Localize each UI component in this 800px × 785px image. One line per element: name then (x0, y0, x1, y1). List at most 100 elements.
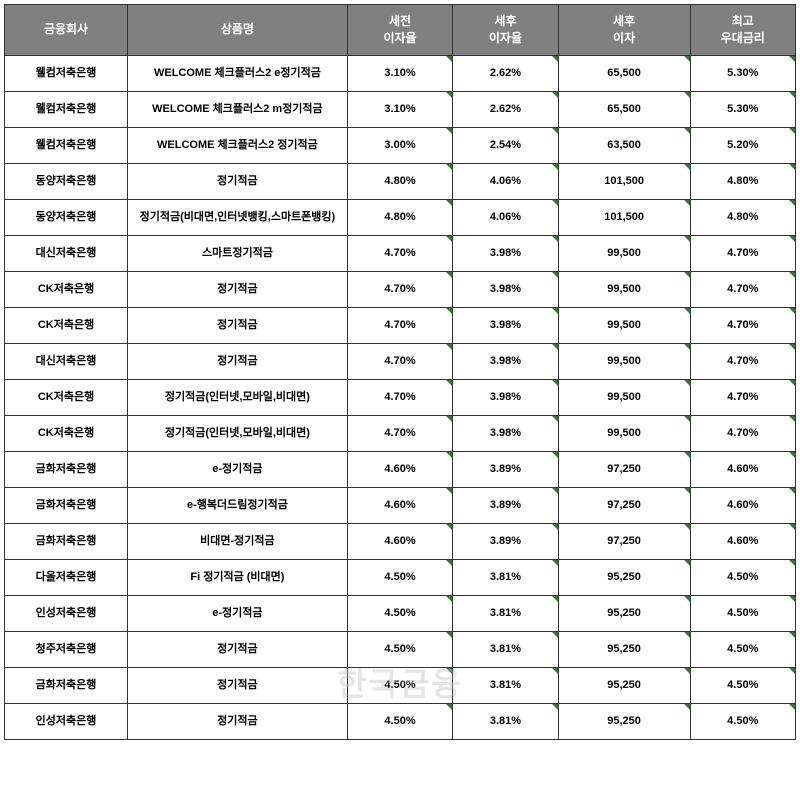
table-cell: 4.50% (690, 631, 795, 667)
table-cell: 정기적금 (128, 703, 348, 739)
table-cell: 3.81% (453, 703, 558, 739)
table-row: 동양저축은행정기적금4.80%4.06%101,5004.80% (5, 163, 796, 199)
table-row: 금화저축은행비대면-정기적금4.60%3.89%97,2504.60% (5, 523, 796, 559)
table-cell: 정기적금 (128, 343, 348, 379)
table-cell: 4.70% (347, 379, 452, 415)
table-cell: 인성저축은행 (5, 703, 128, 739)
table-cell: 65,500 (558, 55, 690, 91)
table-cell: 동양저축은행 (5, 163, 128, 199)
table-cell: 4.60% (690, 523, 795, 559)
table-cell: CK저축은행 (5, 307, 128, 343)
table-cell: 4.50% (347, 667, 452, 703)
table-row: 인성저축은행e-정기적금4.50%3.81%95,2504.50% (5, 595, 796, 631)
table-cell: 정기적금(비대면,인터넷뱅킹,스마트폰뱅킹) (128, 199, 348, 235)
table-cell: 4.70% (347, 235, 452, 271)
table-cell: 인성저축은행 (5, 595, 128, 631)
table-cell: e-행복더드림정기적금 (128, 487, 348, 523)
table-cell: 4.60% (690, 487, 795, 523)
table-cell: 4.50% (690, 559, 795, 595)
table-row: 인성저축은행정기적금4.50%3.81%95,2504.50% (5, 703, 796, 739)
table-cell: 다올저축은행 (5, 559, 128, 595)
table-cell: 97,250 (558, 487, 690, 523)
table-cell: 3.98% (453, 343, 558, 379)
table-cell: 정기적금 (128, 667, 348, 703)
table-cell: 금화저축은행 (5, 487, 128, 523)
savings-rate-table: 금융회사상품명세전이자율세후이자율세후이자최고우대금리 웰컴저축은행WELCOM… (4, 4, 796, 740)
table-cell: 4.50% (690, 703, 795, 739)
table-cell: 4.50% (347, 595, 452, 631)
table-cell: 정기적금 (128, 163, 348, 199)
table-cell: CK저축은행 (5, 379, 128, 415)
table-cell: 3.00% (347, 127, 452, 163)
table-cell: 웰컴저축은행 (5, 127, 128, 163)
table-cell: 금화저축은행 (5, 667, 128, 703)
table-cell: 4.80% (690, 163, 795, 199)
table-cell: 정기적금 (128, 631, 348, 667)
table-cell: 4.70% (347, 415, 452, 451)
table-cell: 4.70% (347, 307, 452, 343)
table-header: 금융회사상품명세전이자율세후이자율세후이자최고우대금리 (5, 5, 796, 56)
table-cell: 4.50% (347, 703, 452, 739)
column-header: 최고우대금리 (690, 5, 795, 56)
table-cell: 정기적금(인터넷,모바일,비대면) (128, 379, 348, 415)
table-cell: 95,250 (558, 667, 690, 703)
table-cell: 99,500 (558, 415, 690, 451)
table-cell: 99,500 (558, 343, 690, 379)
table-cell: 3.98% (453, 271, 558, 307)
table-cell: 4.70% (690, 379, 795, 415)
table-cell: 99,500 (558, 379, 690, 415)
table-cell: 97,250 (558, 451, 690, 487)
table-row: CK저축은행정기적금4.70%3.98%99,5004.70% (5, 271, 796, 307)
table-cell: 2.54% (453, 127, 558, 163)
table-cell: 99,500 (558, 235, 690, 271)
table-cell: 3.10% (347, 55, 452, 91)
table-row: 웰컴저축은행WELCOME 체크플러스2 e정기적금3.10%2.62%65,5… (5, 55, 796, 91)
table-row: 대신저축은행정기적금4.70%3.98%99,5004.70% (5, 343, 796, 379)
table-cell: 4.70% (690, 271, 795, 307)
table-cell: 정기적금(인터넷,모바일,비대면) (128, 415, 348, 451)
table-cell: 5.30% (690, 55, 795, 91)
table-cell: Fi 정기적금 (비대면) (128, 559, 348, 595)
table-row: 대신저축은행스마트정기적금4.70%3.98%99,5004.70% (5, 235, 796, 271)
table-cell: 95,250 (558, 703, 690, 739)
table-cell: 4.50% (347, 559, 452, 595)
table-cell: 3.98% (453, 379, 558, 415)
table-cell: 대신저축은행 (5, 343, 128, 379)
table-cell: 금화저축은행 (5, 523, 128, 559)
table-cell: 4.06% (453, 199, 558, 235)
table-cell: 2.62% (453, 55, 558, 91)
table-cell: 3.89% (453, 451, 558, 487)
table-body: 웰컴저축은행WELCOME 체크플러스2 e정기적금3.10%2.62%65,5… (5, 55, 796, 739)
table-row: 금화저축은행e-정기적금4.60%3.89%97,2504.60% (5, 451, 796, 487)
table-cell: 101,500 (558, 163, 690, 199)
table-cell: 정기적금 (128, 271, 348, 307)
table-cell: 대신저축은행 (5, 235, 128, 271)
table-cell: 3.81% (453, 559, 558, 595)
table-cell: 4.60% (690, 451, 795, 487)
table-cell: 청주저축은행 (5, 631, 128, 667)
table-row: CK저축은행정기적금(인터넷,모바일,비대면)4.70%3.98%99,5004… (5, 415, 796, 451)
table-cell: 4.80% (690, 199, 795, 235)
table-cell: 4.70% (690, 235, 795, 271)
table-cell: 63,500 (558, 127, 690, 163)
table-cell: 웰컴저축은행 (5, 55, 128, 91)
table-row: CK저축은행정기적금4.70%3.98%99,5004.70% (5, 307, 796, 343)
table-cell: 4.70% (690, 343, 795, 379)
table-row: 다올저축은행Fi 정기적금 (비대면)4.50%3.81%95,2504.50% (5, 559, 796, 595)
table-cell: 65,500 (558, 91, 690, 127)
table-row: 금화저축은행정기적금4.50%3.81%95,2504.50% (5, 667, 796, 703)
table-cell: 3.81% (453, 631, 558, 667)
table-cell: 3.81% (453, 595, 558, 631)
column-header: 상품명 (128, 5, 348, 56)
table-cell: 스마트정기적금 (128, 235, 348, 271)
table-cell: 3.98% (453, 235, 558, 271)
table-cell: 4.80% (347, 163, 452, 199)
table-row: 동양저축은행정기적금(비대면,인터넷뱅킹,스마트폰뱅킹)4.80%4.06%10… (5, 199, 796, 235)
table-row: 금화저축은행e-행복더드림정기적금4.60%3.89%97,2504.60% (5, 487, 796, 523)
table-cell: 4.70% (347, 343, 452, 379)
table-row: 청주저축은행정기적금4.50%3.81%95,2504.50% (5, 631, 796, 667)
table-row: CK저축은행정기적금(인터넷,모바일,비대면)4.70%3.98%99,5004… (5, 379, 796, 415)
table-cell: 4.60% (347, 523, 452, 559)
table-cell: 4.50% (690, 595, 795, 631)
table-cell: 3.89% (453, 487, 558, 523)
